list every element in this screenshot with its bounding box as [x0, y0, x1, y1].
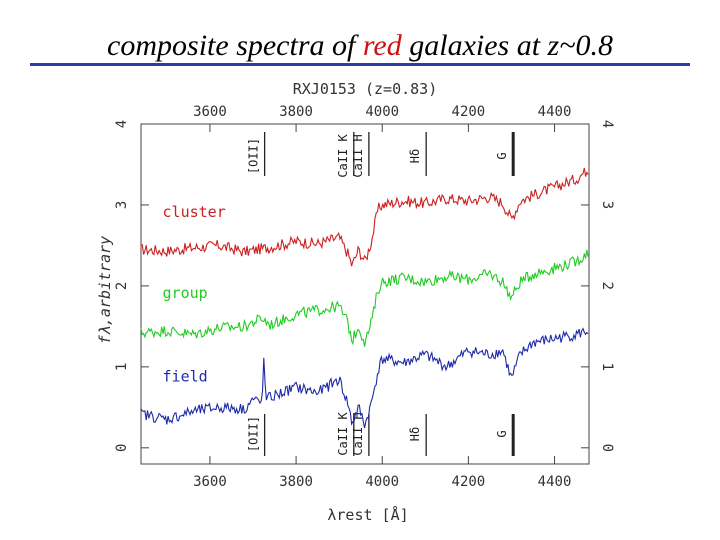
title-part-1: composite spectra of — [107, 29, 363, 62]
marker-label-top-0: [OII] — [247, 138, 261, 174]
marker-label-bottom-0: [OII] — [247, 416, 261, 452]
y-tick-label-right-2: 2 — [599, 282, 615, 290]
marker-label-bottom-3: Hδ — [408, 427, 422, 441]
marker-label-top-2: CaII H — [351, 134, 365, 177]
x-tick-label-bottom-3800: 3800 — [279, 474, 313, 490]
y-tick-label-right-0: 0 — [599, 444, 615, 452]
x-tick-label-top-4000: 4000 — [365, 104, 399, 120]
title-part-2: galaxies at z~0.8 — [401, 29, 613, 62]
x-tick-label-top-4200: 4200 — [452, 104, 486, 120]
x-tick-label-bottom-4000: 4000 — [365, 474, 399, 490]
slide-title: composite spectra of red galaxies at z~0… — [0, 26, 720, 66]
marker-label-top-3: Hδ — [408, 149, 422, 163]
y-tick-label-left-0: 0 — [114, 444, 130, 452]
x-tick-label-top-3800: 3800 — [279, 104, 313, 120]
series-label-cluster: cluster — [163, 203, 226, 221]
marker-label-top-1: CaII K — [336, 134, 350, 178]
series-line-group — [140, 249, 589, 347]
y-axis-label: fλ,arbitrary — [96, 236, 114, 344]
plot-frame — [140, 123, 590, 465]
y-tick-label-left-1: 1 — [114, 363, 130, 371]
series-line-cluster — [140, 167, 589, 267]
marker-label-bottom-2: CaII H — [351, 412, 365, 455]
y-tick-label-right-1: 1 — [599, 363, 615, 371]
x-axis-label: λrest [Å] — [327, 505, 408, 524]
y-tick-label-left-2: 2 — [114, 282, 130, 290]
series-line-field — [140, 327, 589, 429]
y-tick-label-left-4: 4 — [114, 120, 130, 128]
x-tick-label-bottom-3600: 3600 — [193, 474, 227, 490]
title-accent-word: red — [362, 29, 402, 62]
series-label-group: group — [163, 284, 208, 302]
x-tick-label-top-3600: 3600 — [193, 104, 227, 120]
y-tick-label-right-4: 4 — [599, 120, 615, 128]
chart-title: RXJ0153 (z=0.83) — [293, 80, 438, 98]
x-tick-label-bottom-4200: 4200 — [452, 474, 486, 490]
marker-label-top-4: G — [495, 152, 509, 159]
y-tick-label-left-3: 3 — [114, 201, 130, 209]
series-label-field: field — [163, 367, 208, 385]
marker-label-bottom-4: G — [495, 430, 509, 437]
x-tick-label-top-4400: 4400 — [538, 104, 572, 120]
y-tick-label-right-3: 3 — [599, 201, 615, 209]
marker-label-bottom-1: CaII K — [336, 412, 350, 456]
title-underline — [30, 63, 690, 66]
x-tick-label-bottom-4400: 4400 — [538, 474, 572, 490]
